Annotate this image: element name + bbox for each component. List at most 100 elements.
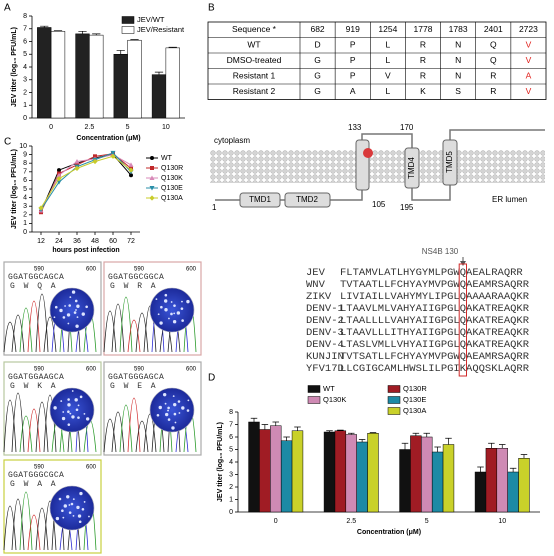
table-cell: WT (247, 40, 260, 50)
error-bar (520, 454, 528, 459)
position-label: 590 (134, 267, 145, 273)
bar (248, 421, 260, 513)
error-bar (116, 50, 125, 55)
sequence: TVTSATLLFCHYAYMVPGWQAEAMRSAQRR (340, 351, 530, 363)
plaque (71, 290, 76, 294)
position-label: 600 (86, 465, 97, 471)
trace-peak (19, 415, 33, 453)
bar (89, 34, 104, 119)
x-tick-label: 5 (126, 124, 130, 131)
plaque (75, 408, 79, 412)
table-cell: K (420, 86, 426, 96)
plaque (68, 504, 71, 506)
marker (128, 167, 134, 173)
y-tick-label: 8 (23, 13, 27, 20)
trace-peak (127, 319, 141, 353)
bar (442, 444, 455, 513)
marker (38, 205, 44, 211)
plaque (76, 316, 79, 319)
bar (291, 430, 304, 513)
chain (215, 129, 545, 201)
plaque (71, 415, 75, 419)
plaque (55, 516, 60, 521)
plaque (181, 300, 183, 303)
residue-marker (363, 148, 373, 158)
position-label: 600 (186, 267, 197, 273)
x-tick-label: 0 (49, 124, 53, 131)
table-cell: V (526, 86, 532, 96)
y-tick-label: 6 (23, 177, 27, 184)
plaque (72, 514, 75, 517)
table-cell: N (455, 71, 461, 81)
marker-label: NS4B 130 (422, 247, 459, 256)
table-cell: V (526, 55, 532, 65)
plaque (186, 299, 190, 304)
error-bar (412, 432, 420, 436)
plaque (83, 501, 86, 503)
y-tick-label: 0 (23, 115, 27, 122)
tmd-label: TMD1 (249, 195, 271, 204)
marker (150, 156, 154, 160)
legend-label: Q130E (403, 395, 426, 404)
error-bar (53, 30, 63, 32)
bar (165, 47, 180, 119)
translation: G W K A (10, 382, 58, 391)
y-tick-label: 3 (23, 203, 27, 210)
table-cell: Resistant 2 (233, 86, 276, 96)
plaque (60, 400, 63, 402)
trace-peak (3, 505, 17, 551)
species-name: DENV-3 (306, 327, 344, 339)
bar (496, 448, 508, 513)
translation: G W R A (110, 282, 158, 291)
panel-label: C (4, 137, 11, 148)
y-axis-label: JEV titer (log₁₀ PFU/mL) (11, 149, 18, 229)
error-bar (423, 432, 431, 437)
trace-peak (27, 300, 41, 353)
species-name: JEV (306, 267, 326, 279)
plaque (67, 403, 71, 407)
tmd-box (442, 139, 458, 186)
plaque (187, 399, 190, 402)
sequence: LTASLVMLLVHYAIIGPGLQAKATREAQKR (340, 339, 530, 351)
plaque (63, 504, 67, 508)
table-cell: R (420, 40, 426, 50)
position-label: 590 (34, 267, 45, 273)
species-name: WNV (306, 279, 326, 291)
y-tick-label: 4 (23, 64, 27, 71)
position-label: 600 (86, 267, 97, 273)
plaque (77, 416, 80, 419)
error-bar (168, 46, 177, 48)
error-bar (488, 442, 495, 449)
legend-swatch (121, 16, 135, 24)
y-tick-label: 3 (229, 471, 233, 478)
series-line (40, 152, 132, 210)
marker (149, 186, 155, 191)
marker (56, 172, 62, 178)
plaque (173, 312, 176, 315)
table-cell: N (455, 55, 461, 65)
species-name: ZIKV (306, 291, 332, 303)
plaque (67, 322, 70, 325)
plaque (71, 390, 74, 392)
plaque (172, 395, 175, 398)
plaque (78, 520, 82, 524)
plaque (72, 498, 75, 501)
tmd-box (404, 147, 420, 189)
plaque (170, 301, 173, 303)
y-tick-label: 2 (229, 484, 233, 491)
bar (367, 433, 379, 513)
plaque (155, 298, 158, 301)
table-header: 1254 (378, 24, 397, 34)
residue-label: 170 (400, 123, 414, 132)
error-bar (445, 437, 452, 445)
plaque-well (49, 485, 95, 531)
legend-label: Q130R (161, 165, 183, 172)
table: Sequence * 682 919 1254 1778 1783 2401 2723 WT D P… (207, 21, 547, 100)
alignment-box (458, 263, 468, 377)
table-header: 1778 (414, 24, 433, 34)
table-cell: Resistant 1 (233, 71, 276, 81)
table-header: Sequence * (232, 24, 277, 34)
